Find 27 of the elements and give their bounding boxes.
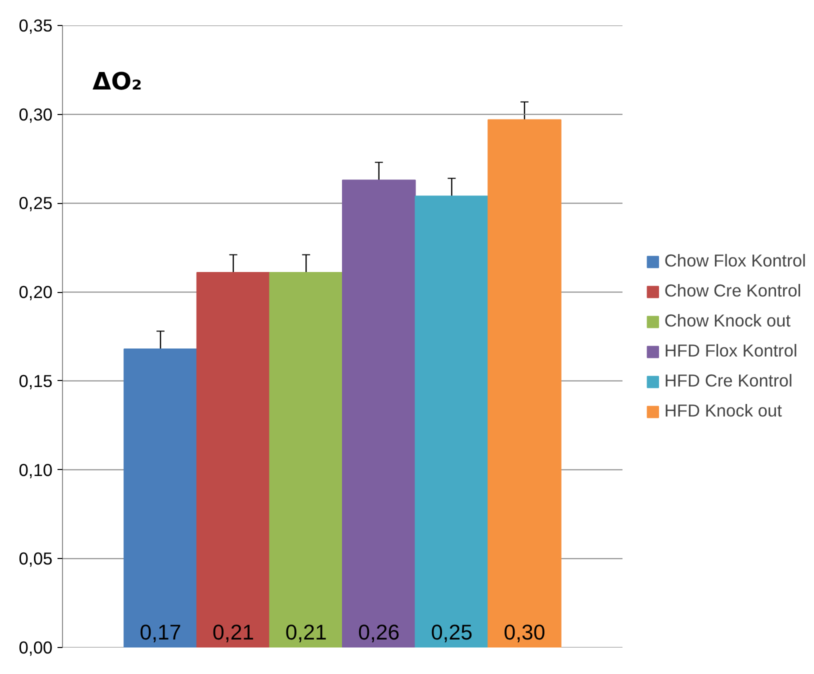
y-tick-label: 0,25 (18, 193, 53, 214)
data-label: 0,30 (504, 620, 546, 644)
legend-label: HFD Knock out (664, 400, 782, 422)
y-tick-label: 0,05 (18, 548, 53, 569)
legend-label: HFD Flox Kontrol (664, 340, 798, 362)
bar (342, 180, 416, 648)
data-label: 0,21 (212, 620, 254, 644)
bar (269, 272, 343, 648)
y-tick-label: 0,00 (18, 638, 53, 658)
bar (414, 196, 489, 648)
data-label: 0,25 (430, 620, 472, 644)
legend-label: Chow Flox Kontrol (664, 250, 806, 272)
legend-label: Chow Knock out (664, 310, 791, 332)
bar (124, 348, 198, 648)
legend-label: HFD Cre Kontrol (664, 370, 792, 392)
legend-label: Chow Cre Kontrol (664, 280, 802, 302)
text: ΔO₂ (92, 68, 142, 96)
y-tick-label: 0,15 (18, 370, 53, 391)
bar (488, 119, 562, 648)
data-label: 0,26 (358, 620, 400, 644)
y-tick-label: 0,30 (18, 104, 53, 124)
bar (196, 272, 270, 648)
data-label: 0,17 (140, 620, 182, 644)
y-tick-label: 0,35 (18, 16, 53, 36)
data-label: 0,21 (285, 620, 327, 644)
y-tick-label: 0,10 (18, 460, 53, 480)
y-tick-label: 0,20 (18, 282, 53, 302)
